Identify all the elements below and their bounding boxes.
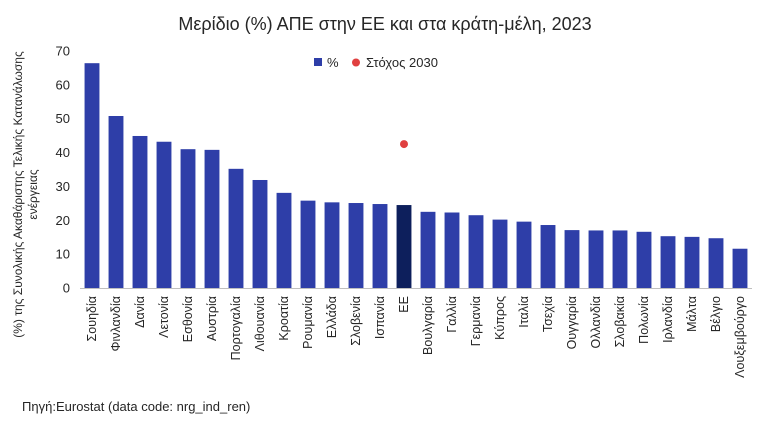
- x-tick-label: Τσεχία: [541, 296, 555, 332]
- bar: [420, 211, 436, 288]
- bar: [228, 168, 244, 288]
- bar: [708, 238, 724, 288]
- x-tick-label: Γαλλία: [445, 296, 459, 333]
- y-axis-label: (%) της Συνολικής Ακαθάριστης Τελικής Κα…: [11, 51, 40, 338]
- y-tick-label: 0: [63, 281, 70, 296]
- y-tick-label: 70: [56, 44, 70, 59]
- x-tick-label: Κύπρος: [493, 296, 507, 340]
- x-tick-label: Γερμανία: [469, 296, 483, 346]
- bar: [516, 221, 532, 288]
- bar: [276, 192, 292, 288]
- x-axis-labels: Σουηδία Φινλανδία Δανία Λετονία Εσθονία Αυστρ…: [85, 296, 747, 378]
- x-tick-label: Πορτογαλία: [229, 296, 243, 360]
- bar: [324, 202, 340, 288]
- bar: [636, 231, 652, 288]
- x-tick-label: Βουλγαρία: [421, 296, 435, 355]
- legend-label-target: Στόχος 2030: [366, 55, 438, 70]
- bar: [132, 135, 148, 288]
- x-tick-label: Αυστρία: [205, 296, 219, 341]
- x-tick-label: Σλοβενία: [349, 296, 363, 346]
- chart-title: Μερίδιο (%) ΑΠΕ στην ΕΕ και στα κράτη-μέ…: [178, 14, 592, 34]
- bar: [348, 203, 364, 288]
- bar: [108, 116, 124, 289]
- target-markers: [400, 140, 408, 149]
- y-axis-label-line: ενέργειας: [26, 169, 40, 219]
- bar: [300, 200, 316, 288]
- bar: [732, 248, 748, 288]
- x-tick-label: ΕΕ: [397, 296, 411, 313]
- x-tick-label: Ελλάδα: [325, 296, 339, 338]
- y-tick-label: 40: [56, 145, 70, 160]
- x-tick-label: Φινλανδία: [109, 296, 123, 352]
- x-tick-label: Ισπανία: [373, 296, 387, 339]
- y-axis-label-line: (%) της Συνολικής Ακαθάριστης Τελικής Κα…: [11, 51, 25, 338]
- y-axis-ticks: 0 10 20 30 40 50 60 70: [56, 44, 70, 296]
- bar: [540, 225, 556, 288]
- y-tick-label: 60: [56, 77, 70, 92]
- x-tick-label: Λετονία: [157, 296, 171, 338]
- legend-label-bars: %: [327, 55, 339, 70]
- x-tick-label: Σουηδία: [85, 296, 99, 341]
- x-tick-label: Κροατία: [277, 296, 291, 341]
- x-tick-label: Ρουμανία: [301, 296, 315, 349]
- bar: [204, 149, 220, 288]
- x-tick-label: Ουγγαρία: [565, 296, 579, 349]
- bar: [684, 236, 700, 288]
- bar: [372, 204, 388, 288]
- source-note: Πηγή:Eurostat (data code: nrg_ind_ren): [22, 399, 251, 414]
- x-tick-label: Λιθουανία: [253, 296, 267, 351]
- x-tick-label: Λουξεμβούργο: [733, 296, 747, 378]
- bar: [492, 219, 508, 288]
- bar: [84, 63, 100, 289]
- y-tick-label: 50: [56, 111, 70, 126]
- x-tick-label: Πολωνία: [637, 296, 651, 344]
- x-tick-label: Εσθονία: [181, 296, 195, 342]
- legend-swatch-bars: [314, 58, 322, 66]
- y-tick-label: 30: [56, 179, 70, 194]
- x-tick-label: Σλοβακία: [613, 296, 627, 347]
- bar: [180, 149, 196, 288]
- y-tick-label: 20: [56, 213, 70, 228]
- x-tick-label: Ολλανδία: [589, 296, 603, 348]
- bar: [564, 230, 580, 288]
- bar: [660, 236, 676, 288]
- x-tick-label: Δανία: [133, 296, 147, 328]
- legend-swatch-target: [352, 58, 360, 67]
- bar: [252, 179, 268, 288]
- bar: [156, 141, 172, 288]
- x-tick-label: Ιταλία: [517, 296, 531, 328]
- target-marker: [400, 140, 408, 149]
- bar: [588, 230, 604, 288]
- bar: [612, 230, 628, 288]
- x-tick-label: Ιρλανδία: [661, 296, 675, 343]
- bar: [468, 215, 484, 288]
- bar: [396, 205, 412, 288]
- bar: [444, 212, 460, 288]
- y-tick-label: 10: [56, 247, 70, 262]
- bars: [84, 63, 748, 289]
- x-tick-label: Βέλγιο: [709, 296, 723, 332]
- x-tick-label: Μάλτα: [685, 296, 699, 332]
- legend: % Στόχος 2030: [314, 55, 438, 70]
